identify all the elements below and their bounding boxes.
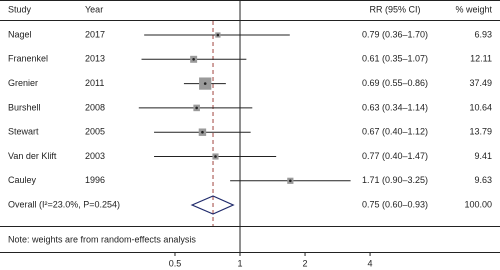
estimate-label: 0.63 (0.34–1.14) (362, 102, 428, 112)
study-name: Stewart (8, 127, 39, 137)
weight-label: 37.49 (469, 78, 492, 88)
header-study: Study (8, 4, 32, 14)
study-name: Nagel (8, 29, 32, 39)
weight-label: 6.93 (474, 29, 492, 39)
study-name: Cauley (8, 175, 37, 185)
study-name: Van der Klift (8, 151, 57, 161)
study-year: 2005 (85, 127, 105, 137)
estimate-point (192, 58, 195, 61)
overall-diamond (190, 195, 235, 215)
estimate-point (214, 155, 217, 158)
estimate-point (203, 82, 207, 85)
overall-weight-label: 100.00 (464, 199, 492, 209)
estimate-label: 0.77 (0.40–1.47) (362, 151, 428, 161)
overall-estimate-label: 0.75 (0.60–0.93) (362, 199, 428, 209)
estimate-point (195, 106, 198, 110)
weight-label: 10.64 (469, 102, 492, 112)
study-year: 2013 (85, 54, 105, 64)
overall-label: Overall (I²=23.0%, P=0.254) (8, 199, 120, 209)
study-year: 2008 (85, 102, 105, 112)
weight-label: 9.41 (474, 151, 492, 161)
x-tick-label: 4 (368, 258, 373, 268)
estimate-point (289, 179, 292, 183)
estimate-point (216, 33, 220, 37)
study-name: Franenkel (8, 54, 48, 64)
x-tick-label: 0.5 (169, 258, 182, 268)
study-name: Grenier (8, 78, 38, 88)
header-estimate: RR (95% CI) (369, 4, 420, 14)
x-tick-label: 1 (238, 258, 243, 268)
study-year: 1996 (85, 175, 105, 185)
study-year: 2011 (85, 78, 104, 88)
note: Note: weights are from random-effects an… (8, 234, 196, 244)
weight-label: 12.11 (470, 54, 492, 64)
estimate-point (201, 130, 204, 134)
study-year: 2003 (85, 151, 105, 161)
weight-label: 13.79 (469, 127, 492, 137)
header-year: Year (85, 4, 103, 14)
header-weight: % weight (455, 4, 492, 14)
x-tick-label: 2 (303, 258, 308, 268)
estimate-label: 0.67 (0.40–1.12) (362, 127, 428, 137)
study-year: 2017 (85, 29, 105, 39)
estimate-label: 0.79 (0.36–1.70) (362, 29, 428, 39)
weight-label: 9.63 (474, 175, 492, 185)
estimate-label: 1.71 (0.90–3.25) (362, 175, 428, 185)
estimate-label: 0.61 (0.35–1.07) (362, 54, 428, 64)
estimate-label: 0.69 (0.55–0.86) (362, 78, 428, 88)
study-name: Burshell (8, 102, 41, 112)
